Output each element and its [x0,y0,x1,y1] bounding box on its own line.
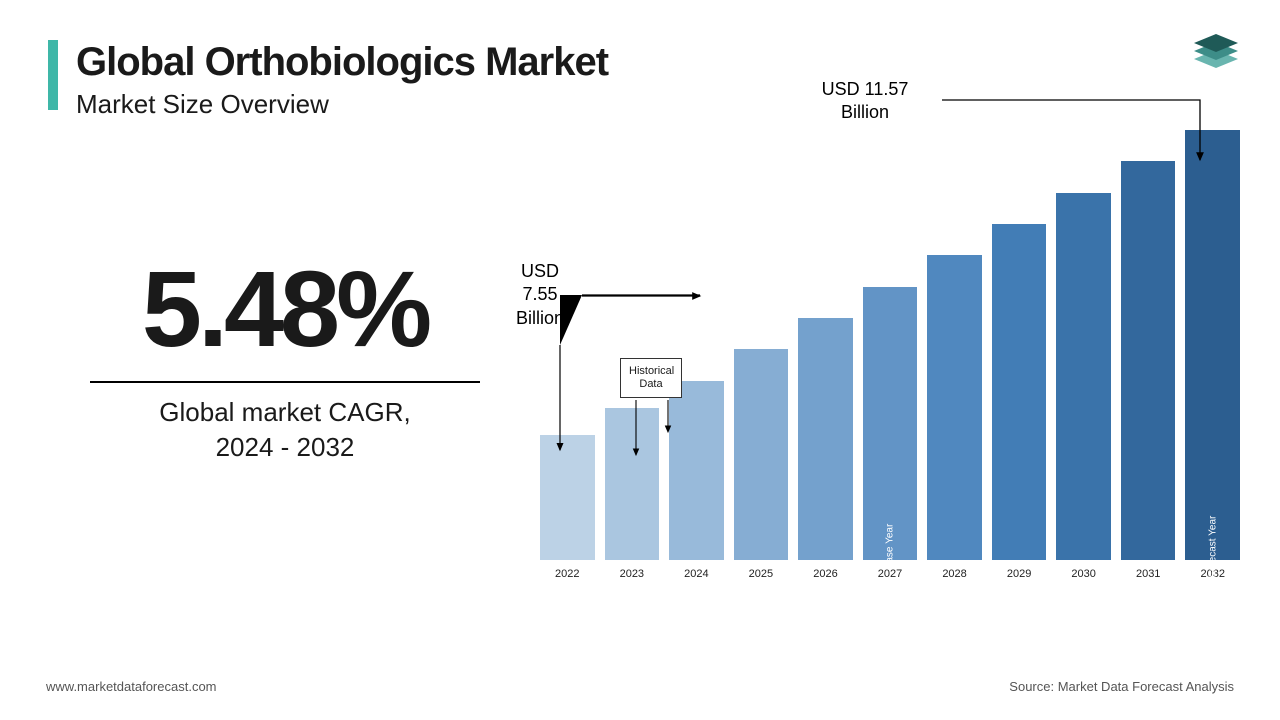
bar [605,408,660,560]
page-title: Global Orthobiologics Market [76,40,608,85]
bar-year-label: 2023 [620,568,644,580]
bar-wrap: 2030 [1056,193,1111,580]
cagr-label-line2: 2024 - 2032 [70,430,500,465]
bar-wrap: 2024 [669,381,724,580]
footer-source: Source: Market Data Forecast Analysis [1009,679,1234,694]
header-block: Global Orthobiologics Market Market Size… [48,40,608,120]
bar-year-label: 2022 [555,568,579,580]
kpi-divider [90,381,480,383]
bar [669,381,724,560]
bar-wrap: 2026 [798,318,853,580]
bar-wrap: 2031 [1121,161,1176,580]
brand-logo-icon [1190,28,1242,81]
bar-wrap: 2028 [927,255,982,580]
cagr-kpi-block: 5.48% Global market CAGR, 2024 - 2032 [70,255,500,465]
callout-start-line2: 7.55 [500,283,580,306]
callout-start-line3: Billion [500,307,580,330]
bar [992,224,1047,560]
bar: Base Year [863,287,918,560]
bar [540,435,595,560]
bar [734,349,789,560]
forecast-year-label: Forecast Year [1207,516,1218,578]
footer-url: www.marketdataforecast.com [46,679,217,694]
cagr-value: 5.48% [70,255,500,363]
bar [1121,161,1176,560]
callout-end-line2: Billion [790,101,940,124]
bar [1056,193,1111,560]
callout-end-line1: USD 11.57 [790,78,940,101]
bar: Forecast Year [1185,130,1240,560]
callout-start-value: USD 7.55 Billion [500,260,580,330]
bar-wrap: 2023 [605,408,660,580]
bar [927,255,982,560]
bar [798,318,853,560]
callout-start-line1: USD [500,260,580,283]
callout-end-value: USD 11.57 Billion [790,78,940,125]
bar-year-label: 2028 [942,568,966,580]
bar-year-label: 2026 [813,568,837,580]
cagr-label-line1: Global market CAGR, [70,395,500,430]
bar-wrap: 2025 [734,349,789,580]
base-year-label: Base Year [885,524,896,570]
bar-year-label: 2027 [878,568,902,580]
page-subtitle: Market Size Overview [76,89,608,120]
bar-wrap: 2022 [540,435,595,580]
bar-year-label: 2029 [1007,568,1031,580]
bar-wrap: 2029 [992,224,1047,580]
bar-wrap: Forecast Year2032 [1185,130,1240,580]
bar-year-label: 2031 [1136,568,1160,580]
bar-year-label: 2025 [749,568,773,580]
historical-data-label: Historical Data [620,358,682,398]
bar-year-label: 2030 [1071,568,1095,580]
bar-wrap: Base Year2027 [863,287,918,580]
bar-year-label: 2024 [684,568,708,580]
infographic-page: Global Orthobiologics Market Market Size… [0,0,1280,720]
